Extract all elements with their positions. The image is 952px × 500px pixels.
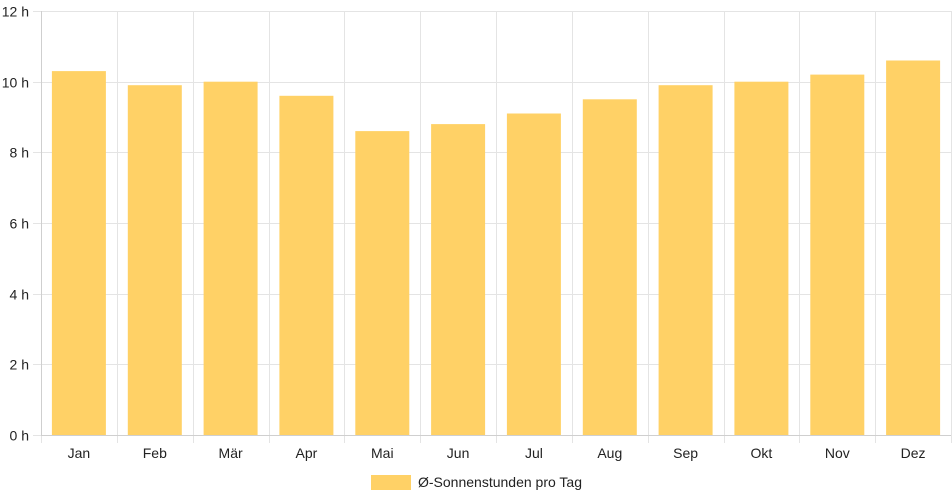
legend-label: Ø-Sonnenstunden pro Tag — [418, 474, 582, 490]
x-tick-label: Mai — [371, 445, 394, 461]
x-tick-labels: Jan Feb Mär Apr Mai Jun Jul Aug Sep Okt Nov Dez — [68, 445, 926, 461]
bars — [51, 60, 941, 436]
y-tick-label: 6 h — [10, 216, 29, 232]
y-tick-label: 10 h — [2, 75, 29, 91]
x-tick-label: Dez — [901, 445, 926, 461]
legend[interactable]: Ø-Sonnenstunden pro Tag — [371, 474, 582, 490]
x-tick-label: Okt — [751, 445, 773, 461]
y-tick-label: 4 h — [10, 287, 29, 303]
bar-jul[interactable] — [506, 113, 561, 436]
y-tick-label: 2 h — [10, 357, 29, 373]
x-tick-label: Jun — [447, 445, 470, 461]
grid-lines — [33, 11, 952, 443]
x-tick-label: Mär — [219, 445, 243, 461]
x-tick-label: Apr — [296, 445, 318, 461]
y-tick-labels: 0 h 2 h 4 h 6 h 8 h 10 h 12 h — [2, 4, 29, 444]
bar-jun[interactable] — [431, 124, 486, 435]
bar-dez[interactable] — [886, 60, 941, 436]
bar-okt[interactable] — [734, 81, 789, 435]
legend-swatch — [371, 475, 411, 490]
bar-mär[interactable] — [203, 81, 258, 435]
y-tick-label: 0 h — [10, 428, 29, 444]
bar-jan[interactable] — [51, 71, 106, 435]
bar-apr[interactable] — [279, 95, 334, 436]
x-tick-label: Nov — [825, 445, 850, 461]
axes — [41, 11, 951, 436]
x-tick-label: Aug — [597, 445, 622, 461]
y-tick-label: 12 h — [2, 4, 29, 20]
bar-mai[interactable] — [355, 131, 410, 435]
bar-feb[interactable] — [127, 85, 182, 435]
x-tick-label: Jul — [525, 445, 543, 461]
x-tick-label: Feb — [143, 445, 167, 461]
bar-aug[interactable] — [582, 99, 637, 436]
x-tick-label: Sep — [673, 445, 698, 461]
x-tick-label: Jan — [68, 445, 91, 461]
bar-sep[interactable] — [658, 85, 713, 435]
y-tick-label: 8 h — [10, 145, 29, 161]
bar-nov[interactable] — [810, 74, 865, 435]
